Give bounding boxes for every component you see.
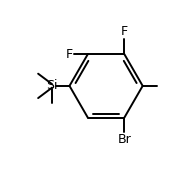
Text: F: F [121, 25, 128, 38]
Text: Br: Br [118, 133, 131, 146]
Text: F: F [66, 48, 73, 61]
Text: Si: Si [46, 79, 58, 92]
